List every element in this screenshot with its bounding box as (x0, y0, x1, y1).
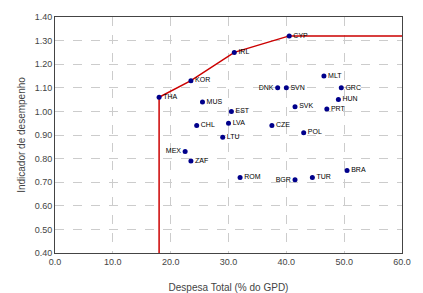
svg-text:MUS: MUS (207, 98, 223, 105)
svg-text:50.0: 50.0 (335, 257, 353, 267)
svg-text:GRC: GRC (345, 84, 361, 91)
svg-text:1.40: 1.40 (35, 12, 53, 22)
svg-text:0.90: 0.90 (35, 130, 53, 140)
svg-text:ZAF: ZAF (195, 157, 208, 164)
svg-text:PRT: PRT (331, 105, 346, 112)
svg-text:0.80: 0.80 (35, 154, 53, 164)
svg-text:40.0: 40.0 (278, 257, 296, 267)
svg-text:THA: THA (163, 93, 177, 100)
svg-text:0.70: 0.70 (35, 177, 53, 187)
svg-text:LTU: LTU (227, 133, 240, 140)
svg-text:0.40: 0.40 (35, 248, 53, 258)
svg-text:0.0: 0.0 (49, 257, 62, 267)
svg-text:1.00: 1.00 (35, 107, 53, 117)
svg-text:BGR: BGR (276, 176, 291, 183)
svg-text:20.0: 20.0 (162, 257, 180, 267)
svg-text:1.30: 1.30 (35, 36, 53, 46)
svg-text:CYP: CYP (293, 32, 308, 39)
svg-text:KOR: KOR (195, 76, 210, 83)
svg-text:10.0: 10.0 (104, 257, 122, 267)
svg-text:POL: POL (308, 128, 322, 135)
svg-text:0.50: 0.50 (35, 225, 53, 235)
svg-text:SVK: SVK (299, 102, 313, 109)
svg-text:TUR: TUR (316, 173, 330, 180)
svg-text:IRL: IRL (238, 48, 249, 55)
svg-text:MLT: MLT (328, 72, 342, 79)
svg-text:Indicador de desempenho: Indicador de desempenho (16, 77, 27, 193)
svg-text:30.0: 30.0 (220, 257, 238, 267)
svg-text:HUN: HUN (343, 95, 358, 102)
svg-text:DNK: DNK (259, 84, 274, 91)
svg-text:MEX: MEX (166, 147, 182, 154)
svg-text:ROM: ROM (244, 173, 261, 180)
svg-text:Despesa Total (% do GPD): Despesa Total (% do GPD) (169, 282, 289, 293)
svg-text:CHL: CHL (201, 121, 215, 128)
svg-text:CZE: CZE (276, 121, 290, 128)
svg-text:EST: EST (236, 107, 250, 114)
svg-text:0.60: 0.60 (35, 201, 53, 211)
svg-text:SVN: SVN (290, 84, 304, 91)
svg-text:1.10: 1.10 (35, 83, 53, 93)
svg-text:60.0: 60.0 (393, 257, 411, 267)
svg-text:BRA: BRA (351, 166, 366, 173)
svg-text:LVA: LVA (233, 119, 246, 126)
svg-text:1.20: 1.20 (35, 59, 53, 69)
